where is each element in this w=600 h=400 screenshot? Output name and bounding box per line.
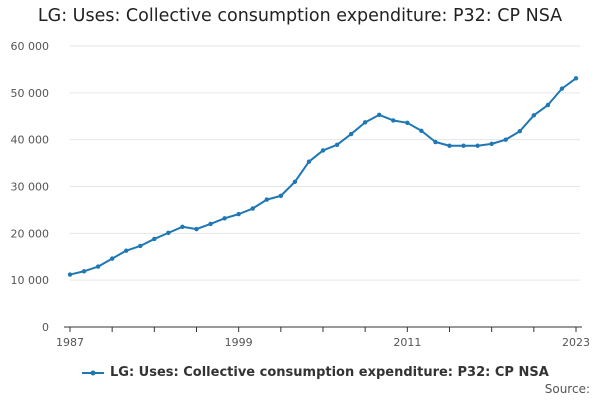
data-point	[362, 120, 368, 125]
x-tick-label: 1987	[56, 336, 84, 349]
data-point	[405, 120, 410, 126]
y-tick-label: 40 000	[11, 134, 50, 147]
y-tick-label: 50 000	[11, 87, 50, 100]
y-tick-label: 20 000	[11, 227, 50, 240]
data-point	[264, 197, 269, 202]
data-point	[419, 128, 424, 133]
grid-lines	[70, 45, 580, 281]
data-point	[236, 211, 241, 217]
source-label: Source:	[544, 382, 590, 396]
data-point	[67, 272, 73, 277]
legend-line-marker-icon	[82, 370, 104, 375]
data-point	[489, 141, 494, 147]
y-tick-label: 60 000	[11, 40, 50, 53]
data-point	[222, 216, 227, 221]
series-line	[69, 77, 577, 276]
data-point	[559, 86, 565, 91]
data-point	[292, 179, 298, 185]
y-tick-label: 0	[42, 321, 49, 334]
y-tick-label: 10 000	[11, 274, 50, 287]
data-point	[517, 129, 522, 134]
data-point	[334, 142, 340, 148]
data-point	[306, 159, 312, 164]
y-tick-label: 30 000	[11, 181, 50, 194]
data-point	[109, 256, 115, 261]
data-series	[67, 76, 579, 277]
data-point	[166, 230, 171, 236]
data-point	[278, 193, 284, 199]
data-point	[348, 131, 354, 137]
data-point	[194, 226, 199, 232]
data-point	[250, 206, 255, 211]
data-point	[208, 221, 213, 227]
data-point	[433, 139, 438, 145]
axes: 0 10 000 20 000 30 000 40 000 50 000 60 000 198…	[11, 40, 591, 349]
data-point	[138, 243, 143, 249]
data-point	[180, 224, 185, 229]
x-tick-label: 2011	[393, 336, 421, 349]
legend-label: LG: Uses: Collective consumption expendi…	[110, 365, 549, 380]
data-point	[377, 112, 382, 118]
x-tick-label: 1999	[225, 336, 253, 349]
data-point	[81, 269, 87, 274]
data-point	[391, 118, 396, 123]
x-tick-label: 2023	[562, 336, 590, 349]
data-point	[475, 143, 480, 148]
data-point	[573, 76, 579, 81]
chart-title: LG: Uses: Collective consumption expendi…	[37, 6, 563, 26]
data-point	[503, 137, 508, 142]
data-point	[545, 102, 551, 108]
data-point	[124, 248, 129, 253]
data-point	[320, 148, 326, 153]
data-point	[152, 236, 157, 242]
data-point	[447, 143, 452, 148]
data-point	[95, 264, 101, 269]
data-point	[461, 143, 466, 148]
legend[interactable]: LG: Uses: Collective consumption expendi…	[82, 365, 549, 380]
data-point	[531, 113, 537, 118]
